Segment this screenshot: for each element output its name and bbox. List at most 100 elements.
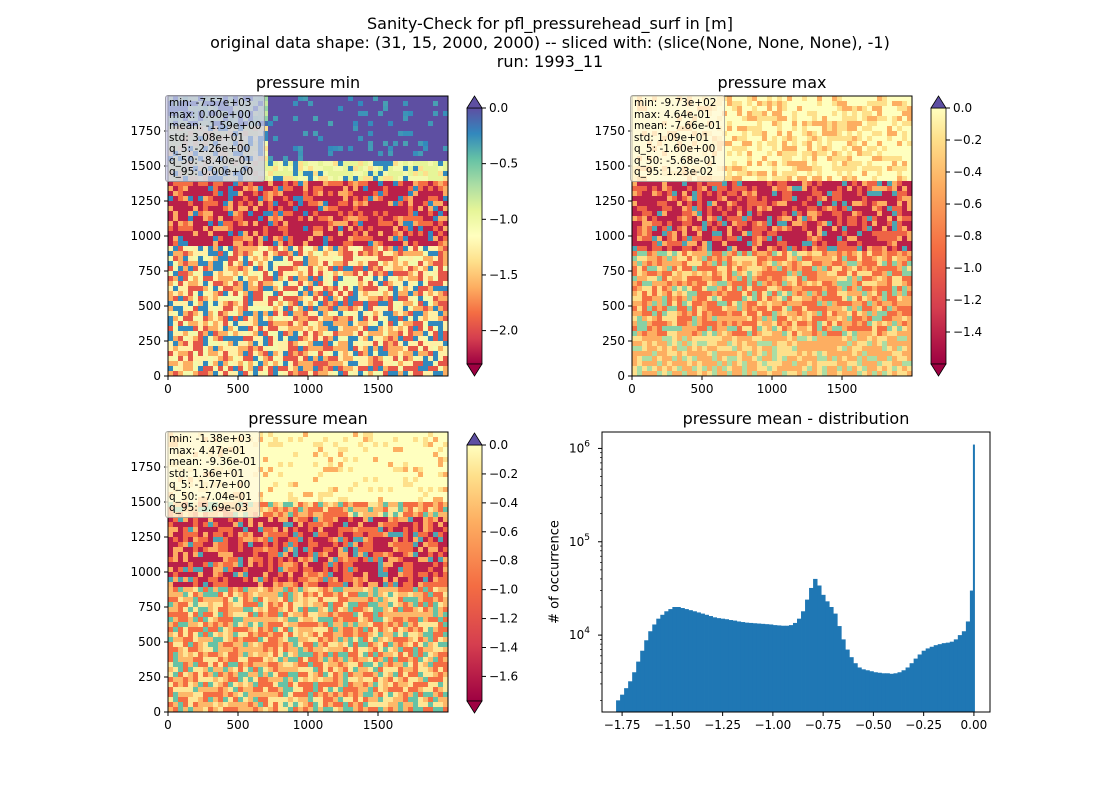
- heatmap-cell: [363, 136, 369, 142]
- heatmap-cell: [403, 106, 409, 112]
- heatmap-cell: [712, 231, 718, 237]
- heatmap-cell: [373, 291, 379, 297]
- heatmap-cell: [902, 141, 908, 147]
- heatmap-cell: [213, 236, 219, 242]
- heatmap-cell: [248, 356, 254, 362]
- heatmap-cell: [308, 356, 314, 362]
- heatmap-cell: [238, 321, 244, 327]
- heatmap-cell: [203, 301, 209, 307]
- heatmap-cell: [872, 176, 878, 182]
- heatmap-cell: [338, 111, 344, 117]
- heatmap-cell: [842, 231, 848, 237]
- heatmap-cell: [872, 196, 878, 202]
- heatmap-cell: [283, 196, 289, 202]
- heatmap-cell: [807, 111, 813, 117]
- heatmap-cell: [722, 236, 728, 242]
- heatmap-cell: [293, 311, 299, 317]
- heatmap-cell: [348, 286, 354, 292]
- heatmap-cell: [408, 281, 414, 287]
- heatmap-cell: [303, 366, 309, 372]
- heatmap-cell: [707, 241, 713, 247]
- heatmap-cell: [233, 306, 239, 312]
- heatmap-cell: [682, 201, 688, 207]
- heatmap-cell: [248, 206, 254, 212]
- heatmap-cell: [243, 366, 249, 372]
- heatmap-cell: [737, 151, 743, 157]
- heatmap-cell: [283, 236, 289, 242]
- heatmap-cell: [752, 211, 758, 217]
- heatmap-cell: [313, 111, 319, 117]
- heatmap-cell: [842, 246, 848, 252]
- heatmap-cell: [338, 101, 344, 107]
- heatmap-cell: [378, 261, 384, 267]
- heatmap-cell: [353, 176, 359, 182]
- heatmap-cell: [862, 116, 868, 122]
- heatmap-cell: [248, 326, 254, 332]
- heatmap-cell: [842, 226, 848, 232]
- heatmap-cell: [393, 326, 399, 332]
- heatmap-cell: [208, 211, 214, 217]
- heatmap-cell: [907, 196, 913, 202]
- heatmap-cell: [413, 291, 419, 297]
- heatmap-cell: [288, 96, 294, 102]
- heatmap-cell: [632, 236, 638, 242]
- heatmap-cell: [333, 96, 339, 102]
- heatmap-cell: [298, 276, 304, 282]
- heatmap-cell: [348, 191, 354, 197]
- heatmap-cell: [428, 116, 434, 122]
- heatmap-cell: [308, 266, 314, 272]
- heatmap-cell: [722, 196, 728, 202]
- heatmap-cell: [772, 231, 778, 237]
- heatmap-cell: [343, 371, 349, 377]
- heatmap-cell: [902, 106, 908, 112]
- heatmap-cell: [837, 251, 843, 257]
- heatmap-cell: [672, 201, 678, 207]
- heatmap-cell: [737, 96, 743, 102]
- heatmap-cell: [178, 226, 184, 232]
- heatmap-cell: [373, 151, 379, 157]
- heatmap-cell: [807, 191, 813, 197]
- heatmap-cell: [168, 266, 174, 272]
- heatmap-cell: [243, 251, 249, 257]
- heatmap-cell: [862, 171, 868, 177]
- heatmap-cell: [298, 251, 304, 257]
- heatmap-cell: [168, 286, 174, 292]
- heatmap-cell: [443, 116, 449, 122]
- heatmap-cell: [777, 176, 783, 182]
- heatmap-cell: [233, 181, 239, 187]
- heatmap-cell: [802, 161, 808, 167]
- heatmap-cell: [762, 166, 768, 172]
- heatmap-cell: [358, 221, 364, 227]
- heatmap-cell: [308, 306, 314, 312]
- heatmap-cell: [438, 231, 444, 237]
- heatmap-cell: [902, 171, 908, 177]
- heatmap-cell: [318, 231, 324, 237]
- heatmap-cell: [857, 146, 863, 152]
- heatmap-cell: [657, 186, 663, 192]
- heatmap-cell: [907, 156, 913, 162]
- heatmap-cell: [293, 126, 299, 132]
- heatmap-cell: [692, 206, 698, 212]
- heatmap-cell: [253, 291, 259, 297]
- heatmap-cell: [897, 226, 903, 232]
- heatmap-cell: [308, 321, 314, 327]
- heatmap-cell: [413, 151, 419, 157]
- heatmap-cell: [767, 216, 773, 222]
- heatmap-cell: [343, 181, 349, 187]
- heatmap-cell: [238, 301, 244, 307]
- heatmap-cell: [423, 171, 429, 177]
- heatmap-cell: [827, 121, 833, 127]
- heatmap-cell: [423, 316, 429, 322]
- heatmap-cell: [877, 116, 883, 122]
- heatmap-cell: [433, 246, 439, 252]
- heatmap-cell: [827, 141, 833, 147]
- heatmap-cell: [263, 336, 269, 342]
- heatmap-cell: [403, 256, 409, 262]
- heatmap-cell: [897, 146, 903, 152]
- heatmap-cell: [398, 341, 404, 347]
- heatmap-cell: [238, 196, 244, 202]
- heatmap-cell: [188, 231, 194, 237]
- heatmap-cell: [363, 316, 369, 322]
- heatmap-cell: [253, 346, 259, 352]
- heatmap-cell: [373, 241, 379, 247]
